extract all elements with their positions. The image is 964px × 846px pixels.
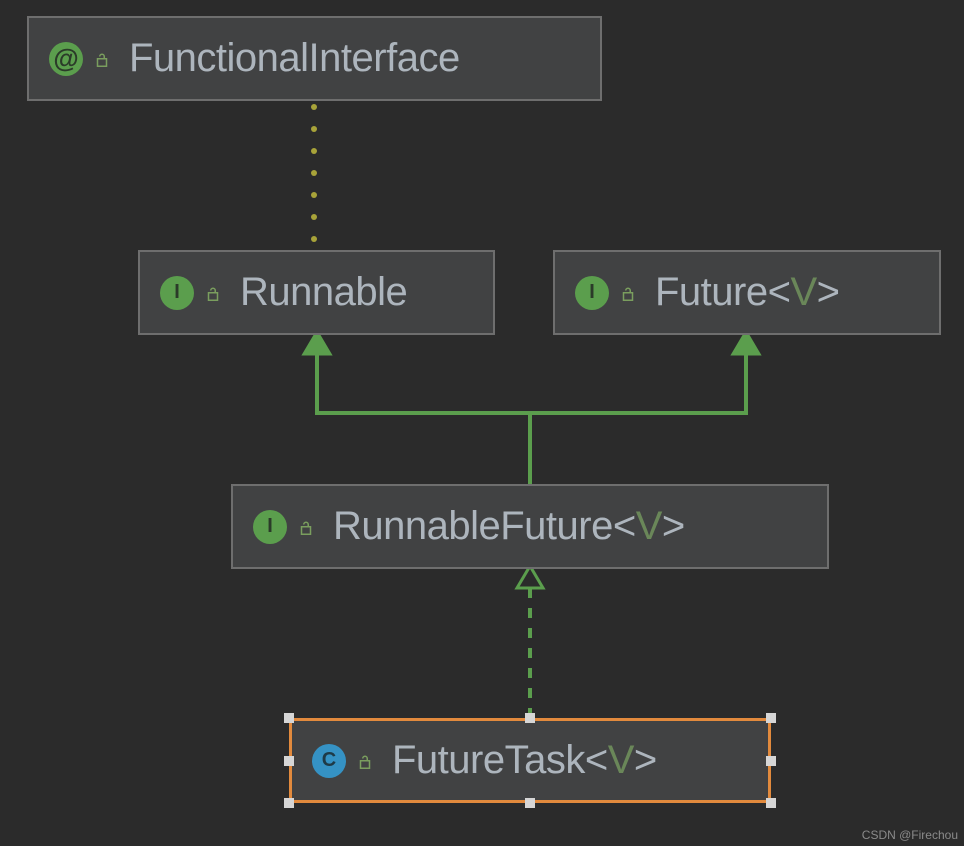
- node-functional-interface[interactable]: @ FunctionalInterface: [27, 16, 602, 101]
- selection-handle[interactable]: [766, 756, 776, 766]
- node-future[interactable]: I Future<V>: [553, 250, 941, 335]
- interface-badge-icon: I: [575, 276, 609, 310]
- selection-handle[interactable]: [525, 798, 535, 808]
- lock-icon: [297, 520, 315, 538]
- node-label: FunctionalInterface: [129, 36, 460, 81]
- selection-handle[interactable]: [525, 713, 535, 723]
- node-label: FutureTask<V>: [392, 738, 657, 783]
- generic-param: <V>: [768, 270, 840, 314]
- node-label: Runnable: [240, 270, 407, 315]
- annotation-badge-icon: @: [49, 42, 83, 76]
- node-future-task[interactable]: C FutureTask<V>: [289, 718, 771, 803]
- class-badge-icon: C: [312, 744, 346, 778]
- selection-handle[interactable]: [766, 798, 776, 808]
- selection-handle[interactable]: [284, 756, 294, 766]
- lock-icon: [356, 754, 374, 772]
- watermark: CSDN @Firechou: [862, 828, 958, 842]
- node-label: Future<V>: [655, 270, 840, 315]
- generic-param: <V>: [585, 738, 657, 782]
- lock-icon: [93, 52, 111, 70]
- lock-icon: [204, 286, 222, 304]
- selection-handle[interactable]: [284, 713, 294, 723]
- generic-param: <V>: [613, 504, 685, 548]
- node-label: RunnableFuture<V>: [333, 504, 685, 549]
- node-runnable-future[interactable]: I RunnableFuture<V>: [231, 484, 829, 569]
- lock-icon: [619, 286, 637, 304]
- node-runnable[interactable]: I Runnable: [138, 250, 495, 335]
- selection-handle[interactable]: [284, 798, 294, 808]
- selection-handle[interactable]: [766, 713, 776, 723]
- interface-badge-icon: I: [160, 276, 194, 310]
- interface-badge-icon: I: [253, 510, 287, 544]
